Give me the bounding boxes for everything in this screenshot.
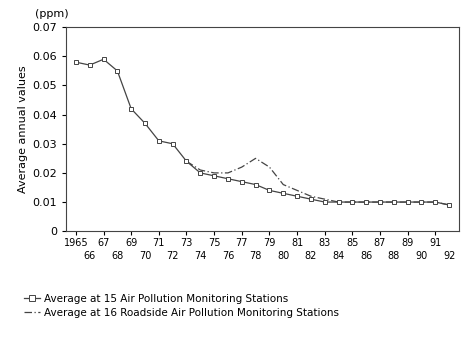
Legend: Average at 15 Air Pollution Monitoring Stations, Average at 16 Roadside Air Poll: Average at 15 Air Pollution Monitoring S… — [24, 293, 339, 318]
Text: (ppm): (ppm) — [35, 9, 69, 19]
Y-axis label: Average annual values: Average annual values — [18, 65, 28, 193]
